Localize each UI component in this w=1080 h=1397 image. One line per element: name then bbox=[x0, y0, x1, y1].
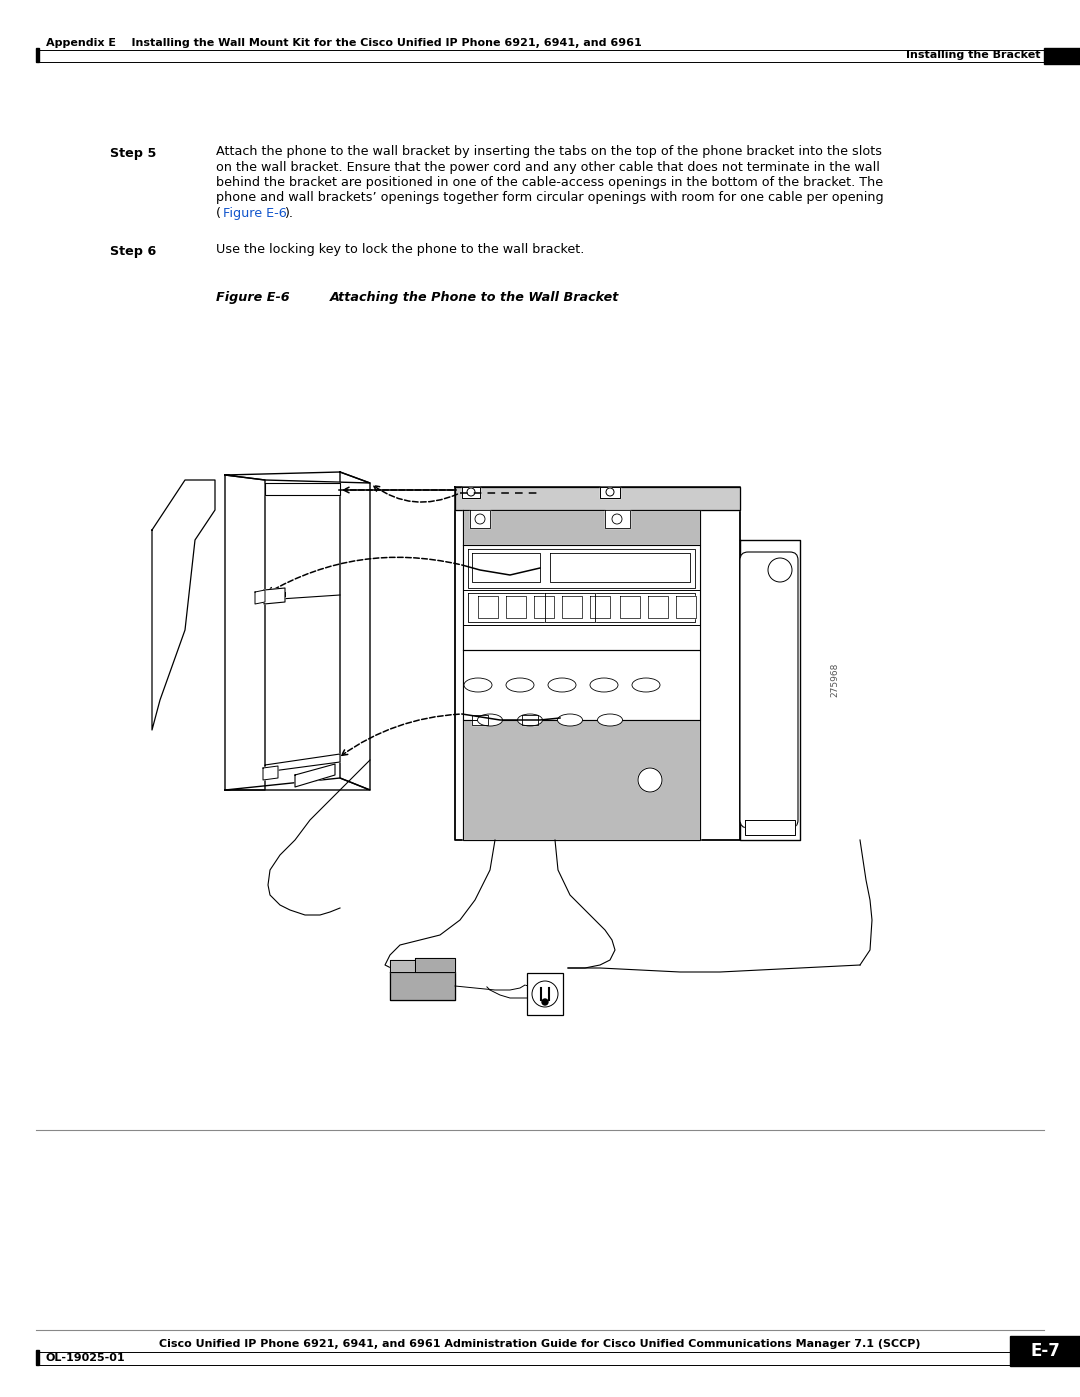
Ellipse shape bbox=[464, 678, 492, 692]
Circle shape bbox=[606, 488, 615, 496]
Polygon shape bbox=[415, 958, 455, 972]
Polygon shape bbox=[534, 597, 554, 617]
Polygon shape bbox=[463, 650, 700, 719]
Polygon shape bbox=[522, 715, 538, 725]
Bar bbox=[1044, 47, 1080, 64]
Ellipse shape bbox=[590, 678, 618, 692]
Bar bbox=[36, 47, 39, 61]
Bar bbox=[36, 1350, 39, 1365]
Ellipse shape bbox=[477, 714, 502, 726]
Polygon shape bbox=[463, 719, 700, 840]
Polygon shape bbox=[152, 481, 215, 731]
Polygon shape bbox=[545, 592, 595, 622]
Circle shape bbox=[612, 514, 622, 524]
Polygon shape bbox=[605, 510, 630, 528]
Polygon shape bbox=[225, 472, 370, 483]
Polygon shape bbox=[468, 592, 696, 622]
Ellipse shape bbox=[548, 678, 576, 692]
Polygon shape bbox=[468, 549, 696, 588]
Ellipse shape bbox=[597, 714, 622, 726]
Polygon shape bbox=[455, 488, 740, 510]
Polygon shape bbox=[472, 715, 488, 725]
Polygon shape bbox=[295, 764, 335, 787]
Polygon shape bbox=[472, 553, 540, 583]
Polygon shape bbox=[340, 472, 370, 789]
Polygon shape bbox=[390, 972, 455, 1000]
Bar bbox=[527, 972, 563, 1016]
Polygon shape bbox=[478, 597, 498, 617]
Text: behind the bracket are positioned in one of the cable-access openings in the bot: behind the bracket are positioned in one… bbox=[216, 176, 883, 189]
Ellipse shape bbox=[517, 714, 542, 726]
Polygon shape bbox=[265, 483, 340, 495]
Polygon shape bbox=[265, 754, 340, 773]
Polygon shape bbox=[455, 488, 740, 840]
Text: Step 6: Step 6 bbox=[110, 244, 157, 257]
Circle shape bbox=[467, 488, 475, 496]
Text: Use the locking key to lock the phone to the wall bracket.: Use the locking key to lock the phone to… bbox=[216, 243, 584, 256]
Polygon shape bbox=[462, 488, 480, 497]
Text: Attaching the Phone to the Wall Bracket: Attaching the Phone to the Wall Bracket bbox=[330, 291, 619, 303]
Polygon shape bbox=[562, 597, 582, 617]
Circle shape bbox=[475, 514, 485, 524]
Bar bbox=[1010, 1336, 1080, 1366]
Text: E-7: E-7 bbox=[1030, 1343, 1059, 1361]
Text: on the wall bracket. Ensure that the power cord and any other cable that does no: on the wall bracket. Ensure that the pow… bbox=[216, 161, 880, 173]
Polygon shape bbox=[620, 597, 640, 617]
Polygon shape bbox=[225, 475, 265, 789]
FancyBboxPatch shape bbox=[740, 552, 798, 828]
Polygon shape bbox=[740, 541, 800, 840]
Polygon shape bbox=[590, 597, 610, 617]
Text: ).: ). bbox=[284, 207, 293, 219]
Polygon shape bbox=[463, 545, 700, 650]
Circle shape bbox=[532, 981, 558, 1007]
Ellipse shape bbox=[507, 678, 534, 692]
Polygon shape bbox=[470, 510, 490, 528]
Polygon shape bbox=[745, 820, 795, 835]
Text: Attach the phone to the wall bracket by inserting the tabs on the top of the pho: Attach the phone to the wall bracket by … bbox=[216, 145, 882, 158]
Polygon shape bbox=[225, 778, 370, 789]
Text: 275968: 275968 bbox=[831, 662, 839, 697]
Polygon shape bbox=[463, 510, 700, 840]
Polygon shape bbox=[550, 553, 690, 583]
Polygon shape bbox=[255, 590, 265, 604]
Circle shape bbox=[542, 999, 548, 1004]
Ellipse shape bbox=[632, 678, 660, 692]
Text: phone and wall brackets’ openings together form circular openings with room for : phone and wall brackets’ openings togeth… bbox=[216, 191, 883, 204]
Text: OL-19025-01: OL-19025-01 bbox=[46, 1354, 125, 1363]
Polygon shape bbox=[507, 597, 526, 617]
Polygon shape bbox=[264, 588, 285, 604]
Circle shape bbox=[638, 768, 662, 792]
Polygon shape bbox=[390, 960, 415, 972]
Text: Figure E-6: Figure E-6 bbox=[216, 291, 289, 303]
Text: Appendix E    Installing the Wall Mount Kit for the Cisco Unified IP Phone 6921,: Appendix E Installing the Wall Mount Kit… bbox=[46, 38, 642, 47]
Polygon shape bbox=[676, 597, 696, 617]
Text: Step 5: Step 5 bbox=[110, 147, 157, 161]
Ellipse shape bbox=[557, 714, 582, 726]
Polygon shape bbox=[600, 488, 620, 497]
Text: Installing the Bracket: Installing the Bracket bbox=[905, 50, 1040, 60]
Text: (: ( bbox=[216, 207, 221, 219]
Text: Cisco Unified IP Phone 6921, 6941, and 6961 Administration Guide for Cisco Unifi: Cisco Unified IP Phone 6921, 6941, and 6… bbox=[159, 1338, 921, 1350]
Circle shape bbox=[768, 557, 792, 583]
Polygon shape bbox=[264, 766, 278, 780]
Polygon shape bbox=[463, 510, 700, 545]
Polygon shape bbox=[648, 597, 669, 617]
Text: Figure E-6: Figure E-6 bbox=[222, 207, 287, 219]
